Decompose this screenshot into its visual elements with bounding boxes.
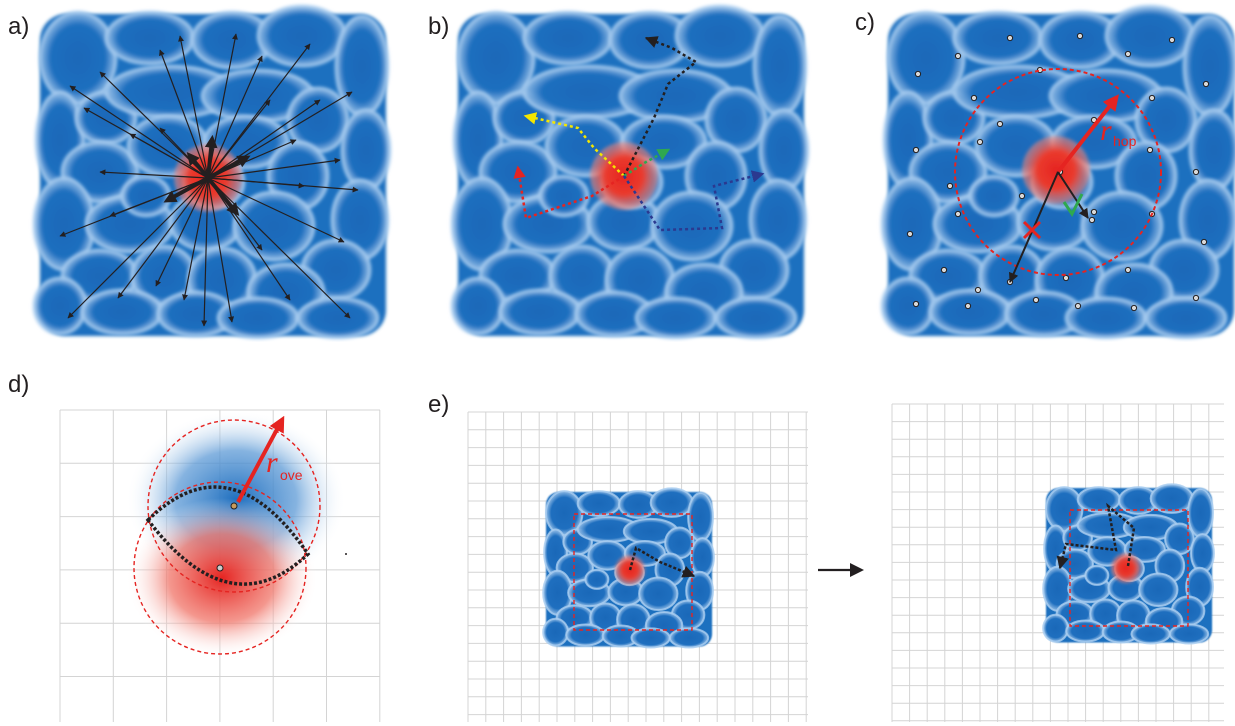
panel-d-overlap-region — [145, 485, 311, 586]
panel-b-label: b) — [428, 13, 449, 40]
panel-a-label: a) — [8, 13, 29, 40]
panel-b-path-black — [622, 36, 699, 177]
panel-c-radius-symbol: r — [1100, 114, 1112, 147]
panel-c-radius-arrow — [1056, 94, 1119, 174]
panel-d-particle-center — [216, 564, 224, 572]
panel-a-thick-arrows — [163, 134, 251, 216]
panel-e-right-boundary — [1069, 509, 1189, 627]
panel-e-right-particle — [1111, 553, 1141, 583]
panel-d: r ove — [59, 409, 381, 722]
panel-d-radius-arrow — [236, 415, 285, 503]
panel-c-accept-mark — [1062, 193, 1084, 217]
panel-d-particle-radius — [133, 481, 307, 655]
panel-b-overlays — [513, 36, 765, 232]
panel-c-label: c) — [855, 9, 875, 36]
panel-d-stray-dot — [345, 553, 347, 555]
panel-d-cell-radius — [147, 419, 321, 593]
panel-c-radius-subscript: hop — [1113, 133, 1137, 149]
panel-b-path-navy — [622, 170, 765, 232]
panel-d-red-particle — [126, 498, 318, 658]
panel-e-left — [467, 411, 808, 722]
transition-arrow — [818, 563, 864, 577]
panel-c-overlays: r hop — [906, 32, 1210, 312]
panel-b-path-green — [623, 148, 671, 178]
panel-e-label: e) — [428, 391, 449, 418]
panel-c-accepted-hop — [1057, 171, 1089, 219]
panel-e-right-path — [1056, 502, 1136, 570]
panel-d-label: d) — [8, 371, 29, 398]
panel-d-radius-symbol: r — [266, 446, 278, 479]
panel-d-cell-center — [230, 502, 238, 510]
panel-c-hop-radius — [954, 68, 1162, 276]
panel-b-path-red — [513, 165, 625, 220]
panel-e-left-path — [628, 546, 696, 578]
panel-a-rays — [59, 33, 359, 327]
panel-e-right — [891, 403, 1224, 722]
panel-a-tissue — [32, 4, 392, 340]
panel-b-path-yellow — [523, 112, 625, 177]
panel-c-reject-mark — [1022, 220, 1042, 240]
panel-d-radius-subscript: ove — [280, 467, 303, 483]
panel-a-overlays — [59, 33, 359, 327]
